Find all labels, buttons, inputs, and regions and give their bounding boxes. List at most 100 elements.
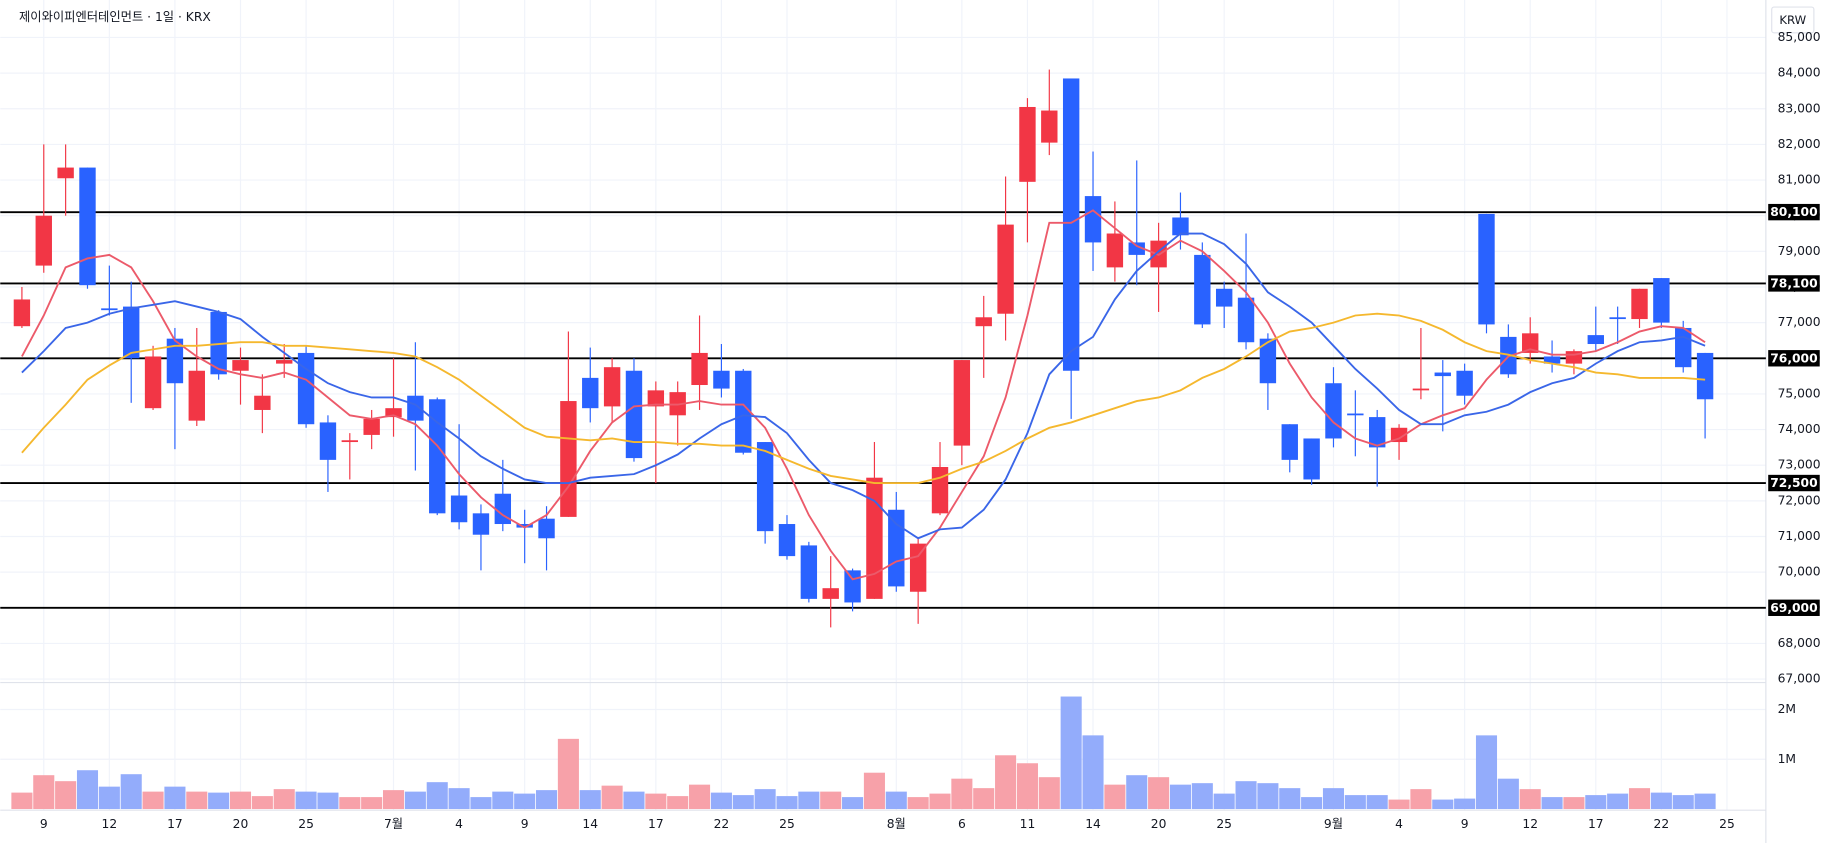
- candle-body: [603, 367, 621, 407]
- candle-body: [57, 167, 74, 179]
- volume-bar: [1650, 792, 1672, 810]
- volume-bar: [645, 793, 667, 810]
- candle-body: [1522, 333, 1539, 353]
- candle-body: [1390, 427, 1408, 443]
- volume-bar: [120, 774, 142, 810]
- candle-body: [1041, 110, 1058, 143]
- candle-body: [166, 338, 184, 384]
- y-tick-label: 83,000: [1778, 101, 1821, 115]
- volume-bar: [229, 791, 252, 810]
- volume-bar: [1432, 799, 1454, 810]
- volume-bar: [1191, 783, 1213, 810]
- level-tag: [1768, 474, 1820, 492]
- volume-bar: [863, 772, 885, 810]
- currency: KRW: [1779, 13, 1806, 27]
- x-tick-label: 6: [958, 817, 966, 831]
- x-tick-label: 4: [455, 817, 463, 831]
- candle-body: [1019, 106, 1036, 182]
- level-label: 69,000: [1770, 601, 1817, 615]
- moving-average: [21, 232, 1706, 540]
- x-tick-label: 22: [714, 817, 730, 831]
- volume-bar: [426, 782, 448, 810]
- level-label: 80,100: [1770, 205, 1817, 219]
- candle-body: [341, 440, 358, 443]
- candle-body: [953, 360, 971, 446]
- candle-body: [1543, 356, 1561, 364]
- volume-bar: [995, 755, 1017, 810]
- candle-body: [407, 395, 424, 421]
- volume-bar: [1016, 763, 1038, 810]
- volume-bar: [1628, 788, 1651, 810]
- candle-body: [1106, 233, 1124, 268]
- candle-body: [800, 545, 818, 599]
- y-tick-label: 67,000: [1778, 672, 1821, 686]
- x-tick-label: 9월: [1324, 817, 1343, 831]
- candle-body: [647, 390, 665, 407]
- x-tick-label: 17: [1588, 817, 1604, 831]
- candle-body: [1194, 254, 1211, 325]
- level-tag: [1768, 203, 1820, 221]
- candle-body: [975, 317, 992, 327]
- x-tick-label: 25: [1216, 817, 1232, 831]
- x-tick-label: 12: [1522, 817, 1538, 831]
- candle-body: [756, 442, 774, 532]
- moving-average: [21, 209, 1706, 581]
- candle-body: [888, 509, 905, 587]
- grid: [0, 0, 1766, 811]
- x-tick-label: 20: [1151, 817, 1167, 831]
- x-tick-label: 9: [1461, 817, 1469, 831]
- volume-bar: [470, 797, 492, 810]
- y2-tick-label: 1M: [1778, 752, 1796, 766]
- level-tag: [1768, 350, 1820, 367]
- volume-bar: [448, 788, 470, 810]
- currency-box[interactable]: [1771, 6, 1815, 34]
- volume-bar: [11, 792, 33, 810]
- volume-bar: [973, 788, 995, 810]
- y-tick-label: 75,000: [1778, 386, 1821, 400]
- candle-body: [691, 352, 708, 386]
- candle-body: [1325, 383, 1342, 439]
- x-tick-label: 14: [582, 817, 598, 831]
- candle-body: [1587, 335, 1604, 345]
- candle-body: [1412, 388, 1430, 391]
- volume-bar: [1060, 696, 1082, 810]
- candle-body: [254, 395, 271, 410]
- candle-body: [1696, 352, 1714, 400]
- candle-body: [1653, 278, 1670, 323]
- y2-tick-label: 2M: [1778, 702, 1796, 716]
- volume-bar: [907, 797, 929, 810]
- marks: [0, 69, 1766, 810]
- candle-body: [1478, 213, 1495, 325]
- y-tick-label: 71,000: [1778, 529, 1821, 543]
- volume-bar: [1672, 795, 1694, 810]
- volume-bar: [1148, 777, 1170, 810]
- volume-bar: [1366, 795, 1388, 810]
- candle-body: [778, 524, 796, 557]
- volume-bar: [186, 791, 208, 810]
- candle-body: [1172, 217, 1189, 236]
- x-tick-label: 25: [779, 817, 795, 831]
- candle-body: [1675, 327, 1692, 368]
- x-tick-label: 17: [648, 817, 664, 831]
- volume-bar: [1322, 788, 1345, 810]
- volume-bar: [929, 793, 951, 810]
- level-tag: [1768, 275, 1820, 292]
- volume-bar: [1235, 781, 1257, 810]
- y-tick-label: 77,000: [1778, 315, 1821, 329]
- candle-body: [79, 167, 96, 286]
- candle-body: [1237, 297, 1255, 343]
- candle-body: [1259, 338, 1277, 384]
- x-tick-label: 25: [298, 817, 314, 831]
- volume-bar: [754, 789, 776, 810]
- candle-body: [363, 418, 380, 435]
- candle-body: [997, 224, 1014, 314]
- volume-bar: [295, 791, 317, 810]
- candle-body: [232, 360, 249, 371]
- volume-bar: [885, 791, 907, 810]
- x-tick-label: 7월: [384, 817, 403, 831]
- candle-body: [1631, 288, 1648, 320]
- volume-bar: [1563, 797, 1585, 810]
- y-tick-label: 70,000: [1778, 565, 1821, 579]
